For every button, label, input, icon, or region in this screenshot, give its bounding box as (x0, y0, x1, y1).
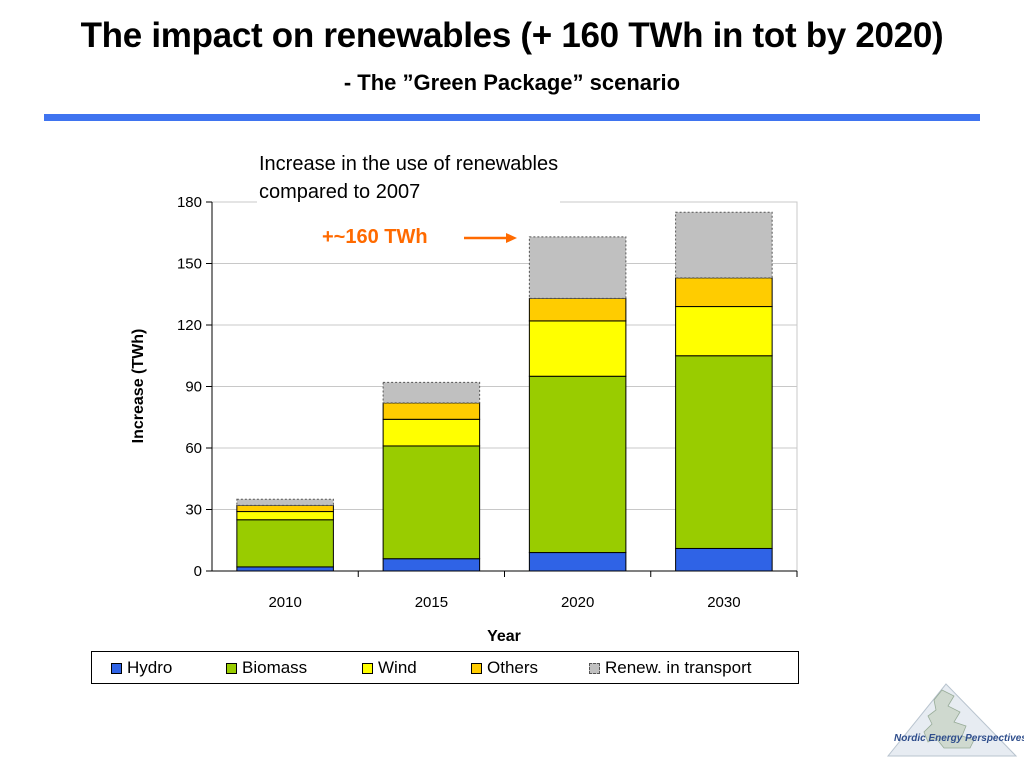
callout-label: +~160 TWh (322, 226, 428, 248)
legend-item: Hydro (111, 658, 172, 678)
bar-segment-renew-in-transport (236, 498, 334, 506)
legend-swatch (471, 662, 482, 674)
legend-item: Others (471, 658, 538, 678)
slide-title: The impact on renewables (+ 160 TWh in t… (80, 16, 944, 55)
bar-segment-biomass (236, 519, 334, 568)
bars (236, 211, 773, 572)
callout-arrow (464, 233, 517, 243)
bar-segment-hydro (382, 558, 481, 572)
legend-label: Hydro (127, 658, 173, 677)
bar-segment-wind (675, 306, 773, 357)
x-tick-label: 2010 (268, 594, 301, 611)
bar-segment-hydro (675, 547, 773, 572)
bar-segment-others (675, 277, 773, 308)
legend-label: Renew. in transport (605, 658, 752, 677)
x-tick-label: 2015 (415, 594, 448, 611)
y-tick-label: 120 (177, 317, 202, 334)
legend-swatch (226, 662, 237, 674)
bar-segment-hydro (236, 566, 334, 572)
y-tick-label: 60 (185, 440, 202, 457)
bar-segment-others (528, 297, 627, 322)
bar-segment-hydro (528, 552, 627, 572)
bar-segment-renew-in-transport (528, 236, 627, 299)
y-tick-label: 0 (194, 563, 202, 580)
legend-swatch (111, 662, 122, 674)
legend-item: Biomass (226, 658, 307, 678)
slide-subtitle: - The ”Green Package” scenario (343, 70, 681, 95)
bar-segment-wind (236, 511, 334, 521)
bar-segment-renew-in-transport (675, 211, 773, 279)
legend-swatch (589, 662, 600, 674)
x-tick-label: 2020 (561, 594, 594, 611)
logo-text: Nordic Energy Perspectives (894, 733, 1024, 744)
annotation-line-2: compared to 2007 (259, 181, 421, 203)
bar-segment-wind (382, 418, 481, 447)
legend-label: Biomass (242, 658, 308, 677)
chart-legend: Hydro Biomass Wind Others Renew. in transpor… (91, 651, 799, 684)
y-tick-label: 180 (177, 194, 202, 211)
bar-segment-wind (528, 320, 627, 377)
axes: 0 30 60 90 120 150 180 2010 2015 2020 2030 (177, 194, 798, 611)
bar-segment-others (382, 402, 481, 420)
bar-segment-biomass (382, 445, 481, 560)
chart-annotation: Increase in the use of renewables compar… (257, 150, 561, 206)
bar-segment-others (236, 504, 334, 513)
title-divider (44, 114, 980, 121)
legend-item: Wind (362, 658, 417, 678)
y-tick-label: 150 (177, 256, 202, 273)
y-axis-title: Increase (TWh) (130, 329, 147, 444)
x-tick-label: 2030 (707, 594, 740, 611)
legend-label: Wind (378, 658, 417, 677)
bar-segment-biomass (675, 355, 773, 549)
x-axis-title: Year (487, 628, 521, 645)
legend-item: Renew. in transport (589, 658, 751, 678)
bar-segment-biomass (528, 375, 627, 554)
nordic-energy-perspectives-logo (886, 683, 1018, 757)
legend-label: Others (487, 658, 539, 677)
legend-swatch (362, 662, 373, 674)
y-tick-label: 90 (185, 379, 202, 396)
annotation-line-1: Increase in the use of renewables (259, 153, 559, 175)
bar-segment-renew-in-transport (382, 381, 481, 404)
y-tick-label: 30 (185, 502, 202, 519)
